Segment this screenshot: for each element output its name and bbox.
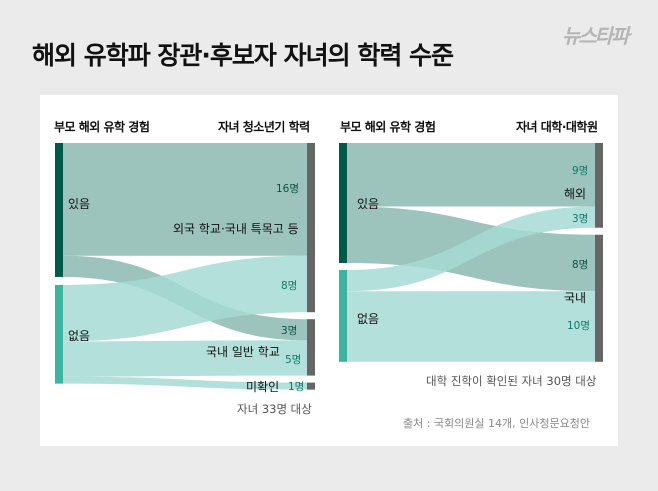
source-note: 출처 : 국회의원실 14개, 인사청문요청안 bbox=[403, 417, 590, 430]
chart1-target-domestic: 국내 일반 학교 bbox=[206, 345, 280, 359]
chart2-source-node-0 bbox=[339, 143, 347, 264]
chart2-flow-3 bbox=[347, 291, 595, 362]
chart2-left-header: 부모 해외 유학 경험 bbox=[340, 120, 436, 134]
chart1-target-node-2 bbox=[307, 382, 315, 390]
chart1-target-node-0 bbox=[307, 143, 315, 313]
chart1-flow-3 bbox=[63, 340, 307, 377]
chart1-note: 자녀 33명 대상 bbox=[237, 402, 312, 416]
chart2-target-node-1 bbox=[595, 234, 603, 362]
newstapa-logo: 뉴스타파 bbox=[562, 24, 630, 48]
chart2-flow-2 bbox=[347, 206, 595, 292]
chart2-count-10: 10명 bbox=[567, 320, 591, 332]
chart1-source-node-0 bbox=[55, 143, 63, 277]
chart1-target-node-1 bbox=[307, 319, 315, 376]
chart2-source-no: 없음 bbox=[357, 312, 380, 326]
chart2-flow-0 bbox=[347, 143, 595, 207]
chart1-flow-4 bbox=[63, 376, 307, 390]
chart1-left-header: 부모 해외 유학 경험 bbox=[54, 120, 150, 134]
chart1-source-no: 없음 bbox=[68, 329, 91, 343]
chart2-count-9: 9명 bbox=[572, 165, 589, 177]
chart2-source-yes: 있음 bbox=[357, 197, 380, 211]
chart1-source-yes: 있음 bbox=[68, 197, 91, 211]
chart2-target-node-0 bbox=[595, 143, 603, 228]
chart1-count-3: 3명 bbox=[281, 325, 298, 337]
chart2-count-3: 3명 bbox=[572, 213, 589, 225]
chart2-target-domestic: 국내 bbox=[564, 291, 587, 305]
chart1-source-node-1 bbox=[55, 284, 63, 384]
chart1-target-foreign: 외국 학교·국내 특목고 등 bbox=[173, 222, 299, 236]
chart1-count-5: 5명 bbox=[285, 354, 302, 366]
chart2-right-header: 자녀 대학·대학원 bbox=[516, 120, 598, 134]
page-title: 해외 유학파 장관·후보자 자녀의 학력 수준 bbox=[32, 41, 454, 70]
chart1-target-unknown: 미확인 bbox=[246, 380, 280, 394]
chart2-count-8: 8명 bbox=[572, 259, 589, 271]
chart1-flow-0 bbox=[63, 143, 307, 256]
chart1-count-16: 16명 bbox=[276, 183, 300, 195]
chart2-source-node-1 bbox=[339, 270, 347, 362]
chart1-flow-2 bbox=[63, 255, 307, 342]
chart2-target-abroad: 해외 bbox=[564, 187, 587, 201]
chart1-count-8: 8명 bbox=[281, 280, 298, 292]
chart1-right-header: 자녀 청소년기 학력 bbox=[218, 120, 310, 134]
chart1-count-1: 1명 bbox=[288, 381, 305, 393]
chart2-note: 대학 진학이 확인된 자녀 30명 대상 bbox=[426, 374, 597, 388]
